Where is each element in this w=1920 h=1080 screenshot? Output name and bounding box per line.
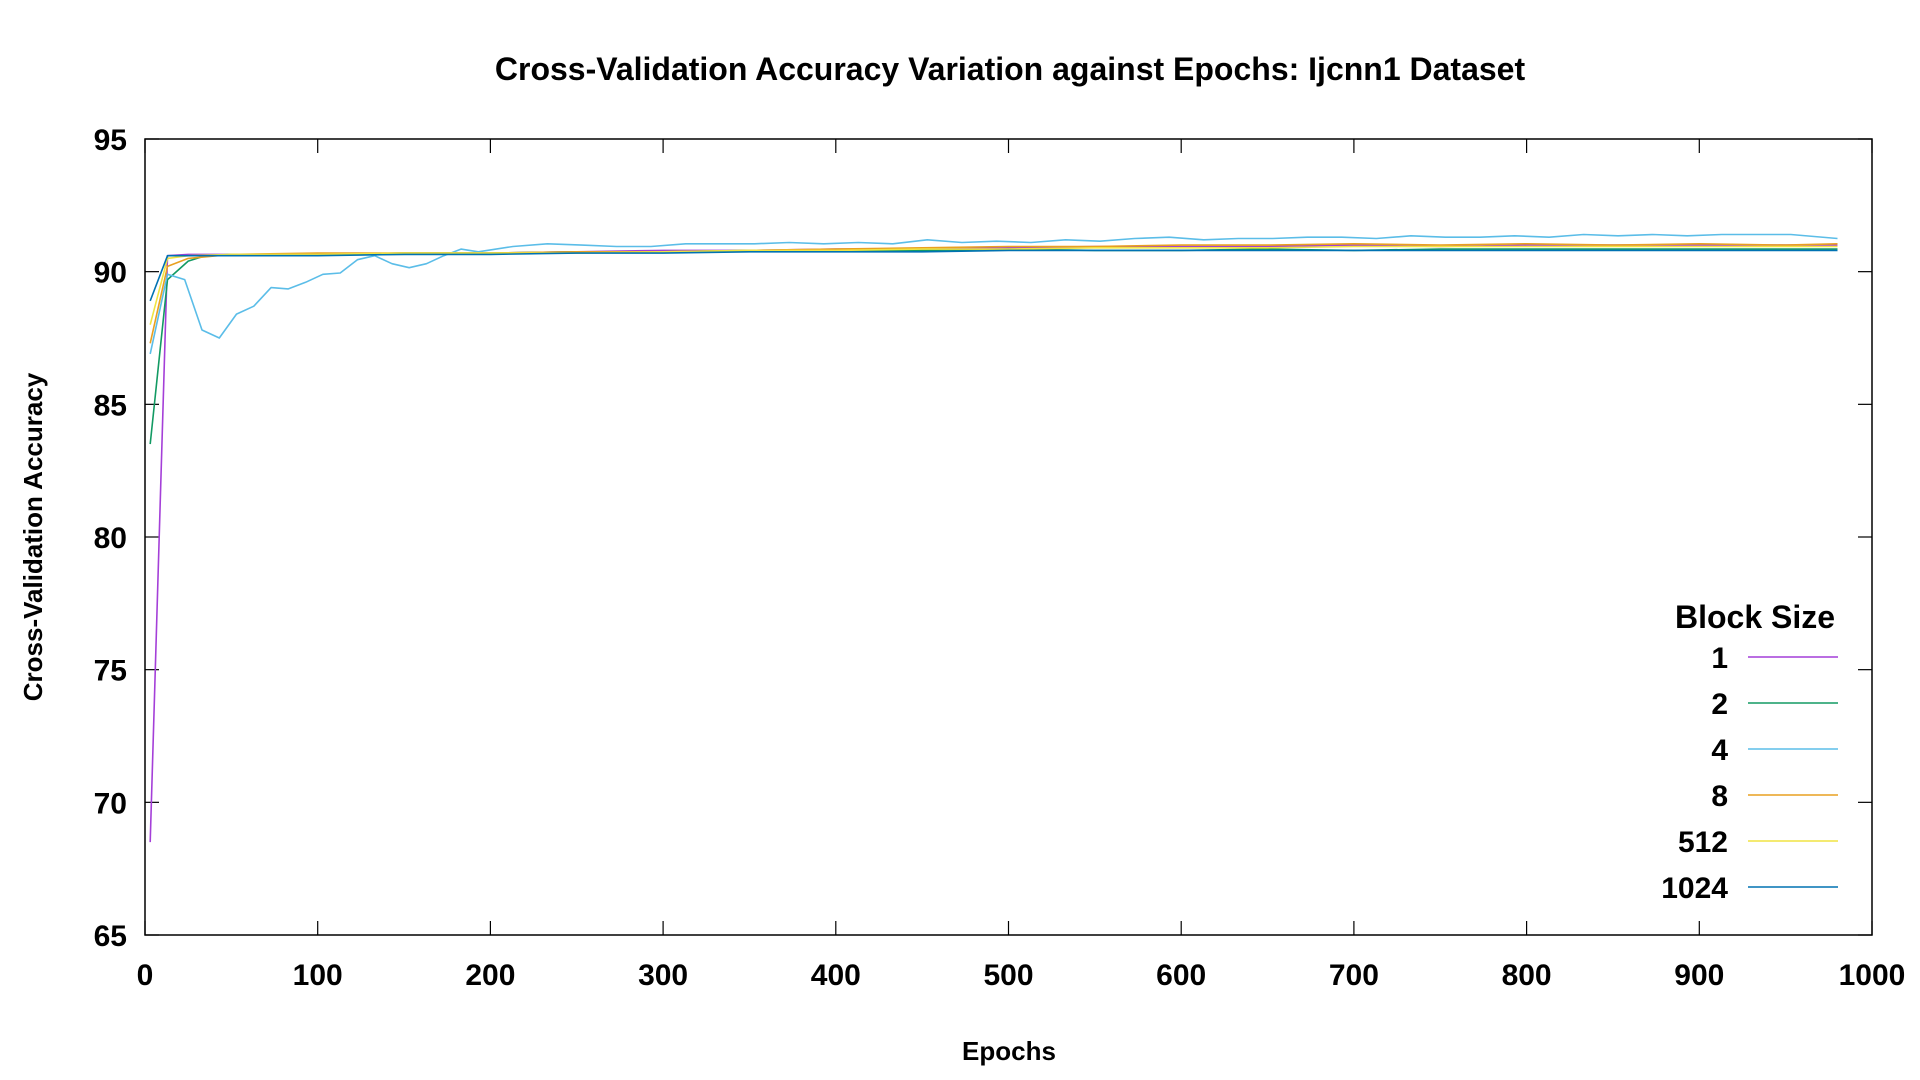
x-tick-label: 600 (1156, 959, 1206, 992)
y-tick-label: 85 (94, 389, 127, 422)
legend: Block Size 1 2 4 8 512 1024 (1661, 599, 1838, 905)
legend-title: Block Size (1675, 599, 1835, 635)
legend-label: 8 (1711, 780, 1728, 813)
y-tick-label: 95 (94, 124, 127, 157)
y-axis-label: Cross-Validation Accuracy (18, 372, 48, 701)
series-line-8 (149, 243, 1838, 344)
plot-frame (144, 138, 1873, 936)
series-line-1024 (149, 249, 1838, 302)
y-tick-label: 90 (94, 257, 127, 290)
series-line-512 (149, 245, 1838, 325)
x-tick-label: 400 (811, 959, 861, 992)
series-line-2 (149, 248, 1838, 445)
x-tick-label: 100 (293, 959, 343, 992)
legend-label: 4 (1711, 734, 1728, 767)
axis-ticks: 0 100 200 300 400 500 600 700 800 900 1000 65 70 75 80… (94, 124, 1906, 992)
x-tick-label: 200 (465, 959, 515, 992)
x-tick-label: 1000 (1839, 959, 1906, 992)
series-line-1 (149, 244, 1838, 843)
x-tick-label: 0 (137, 959, 154, 992)
y-tick-label: 75 (94, 655, 127, 688)
y-tick-label: 80 (94, 522, 127, 555)
legend-label: 1 (1711, 642, 1728, 675)
legend-label: 512 (1678, 826, 1728, 859)
legend-label: 1024 (1661, 872, 1728, 905)
y-tick-label: 65 (94, 920, 127, 953)
series-lines (149, 233, 1838, 843)
x-tick-label: 700 (1329, 959, 1379, 992)
series-line-4 (149, 233, 1838, 355)
x-tick-label: 800 (1502, 959, 1552, 992)
chart-title: Cross-Validation Accuracy Variation agai… (495, 51, 1526, 87)
x-tick-label: 500 (983, 959, 1033, 992)
x-axis-label: Epochs (962, 1036, 1056, 1066)
x-tick-label: 900 (1674, 959, 1724, 992)
x-tick-label: 300 (638, 959, 688, 992)
y-tick-label: 70 (94, 787, 127, 820)
legend-label: 2 (1711, 688, 1728, 721)
